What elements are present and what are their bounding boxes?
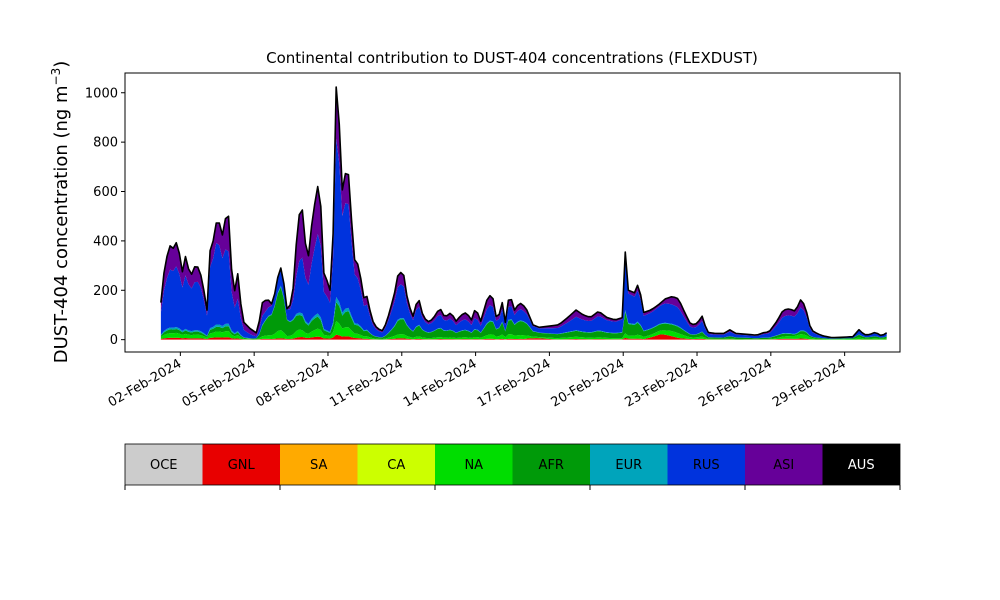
x-tick-label: 26-Feb-2024 <box>696 356 775 410</box>
y-tick-label: 0 <box>110 333 118 348</box>
x-tick-label: 05-Feb-2024 <box>180 356 259 410</box>
y-tick-label: 1000 <box>85 86 118 101</box>
x-tick-label: 14-Feb-2024 <box>401 356 480 410</box>
legend-label-na: NA <box>464 458 483 473</box>
y-tick-label: 400 <box>93 234 118 249</box>
legend-label-rus: RUS <box>693 458 720 473</box>
y-axis-label-superscript: −3 <box>49 68 63 86</box>
x-tick-label: 20-Feb-2024 <box>549 356 628 410</box>
y-axis: 0 200 400 600 800 1000 <box>85 86 125 348</box>
y-axis-label-main: DUST-404 concentration (ng m <box>51 85 72 363</box>
legend-swatch-ca <box>357 444 435 485</box>
y-tick-label: 800 <box>93 136 118 151</box>
legend-colorbar: OCE GNL SA CA NA AFR EUR RUS ASI AUS <box>124 443 901 490</box>
legend-frame <box>124 443 901 486</box>
legend-swatch-eur <box>590 444 668 485</box>
x-axis: 02-Feb-202405-Feb-202408-Feb-202411-Feb-… <box>106 352 849 410</box>
y-axis-label: DUST-404 concentration (ng m−3) <box>49 61 72 364</box>
total-outline <box>160 86 888 339</box>
legend-label-sa: SA <box>310 458 327 473</box>
legend-label-oce: OCE <box>150 458 178 473</box>
area-afr <box>160 287 887 340</box>
area-gnl <box>160 334 887 340</box>
x-tick-label: 23-Feb-2024 <box>622 356 701 410</box>
total-line <box>160 86 888 339</box>
legend-label-asi: ASI <box>773 458 794 473</box>
x-tick-label: 29-Feb-2024 <box>770 356 849 410</box>
y-tick-label: 600 <box>93 185 118 200</box>
y-axis-label-close: ) <box>51 61 72 68</box>
legend-swatch-aus <box>822 444 900 485</box>
legend-label-eur: EUR <box>615 458 642 473</box>
legend-label-afr: AFR <box>539 458 564 473</box>
stacked-areas <box>160 86 887 340</box>
area-na <box>160 321 887 340</box>
legend-label-ca: CA <box>387 458 405 473</box>
legend-swatch-rus <box>667 444 745 485</box>
legend-label-gnl: GNL <box>228 458 256 473</box>
area-rus <box>160 138 887 339</box>
legend-swatch-sa <box>280 444 358 485</box>
legend-swatch-afr <box>512 444 590 485</box>
chart-title: Continental contribution to DUST-404 con… <box>266 49 758 67</box>
legend-label-aus: AUS <box>848 458 875 473</box>
legend-swatch-asi <box>745 444 823 485</box>
x-tick-label: 08-Feb-2024 <box>253 356 332 410</box>
plot-frame <box>124 72 901 353</box>
legend-swatch-gnl <box>202 444 280 485</box>
x-tick-label: 17-Feb-2024 <box>475 356 554 410</box>
legend-swatch-oce <box>125 444 203 485</box>
x-tick-label: 11-Feb-2024 <box>327 356 406 410</box>
y-tick-label: 200 <box>93 284 118 299</box>
area-asi <box>160 86 887 338</box>
x-tick-label: 02-Feb-2024 <box>106 356 185 410</box>
legend-swatch-na <box>435 444 513 485</box>
